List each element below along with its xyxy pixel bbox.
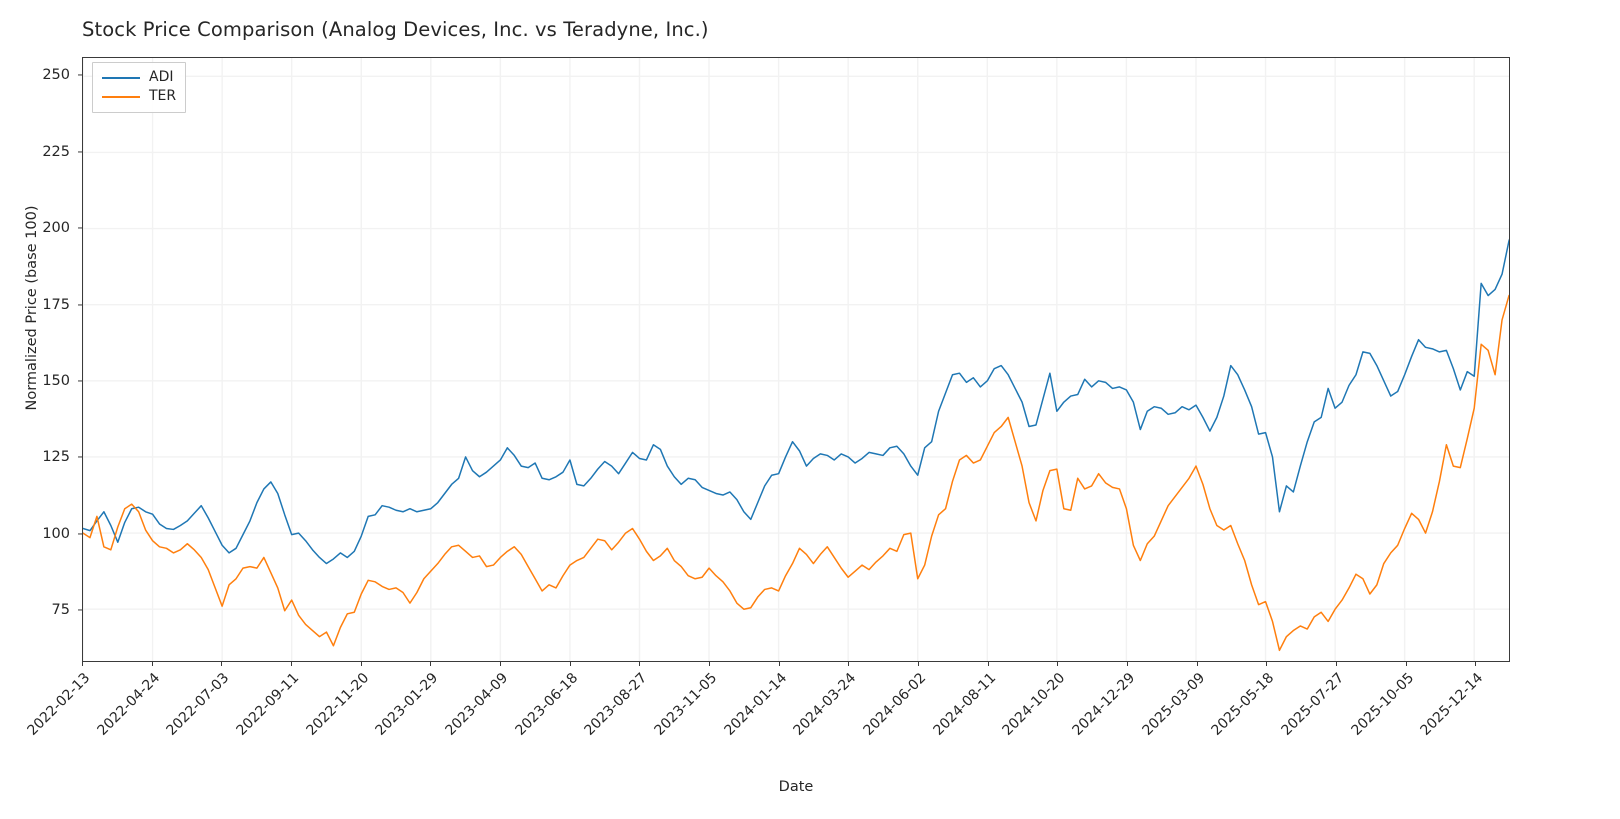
series-line-adi — [83, 221, 1509, 564]
y-tick-mark — [78, 533, 82, 535]
y-tick-label: 150 — [42, 372, 70, 389]
x-tick-mark — [360, 662, 362, 666]
x-tick-label: 2022-02-13 — [24, 670, 94, 739]
x-tick-mark — [1126, 662, 1128, 666]
x-tick-mark — [778, 662, 780, 666]
x-tick-mark — [708, 662, 711, 666]
y-tick-mark — [78, 303, 82, 306]
legend-item-adi: ADI — [102, 68, 176, 87]
x-tick-mark — [1266, 662, 1268, 666]
x-tick-mark — [1405, 662, 1407, 666]
x-tick-mark — [82, 662, 84, 666]
legend-color-swatch — [102, 76, 140, 79]
x-axis-label: Date — [778, 779, 814, 795]
x-tick-mark — [848, 662, 850, 666]
x-tick-mark — [1196, 662, 1198, 666]
x-tick-mark — [569, 662, 571, 666]
plot-area — [82, 57, 1510, 662]
legend-item-ter: TER — [102, 87, 176, 106]
chart-legend: ADI TER — [92, 62, 187, 113]
x-tick-mark — [290, 662, 293, 666]
x-tick-mark — [1335, 662, 1337, 666]
y-tick-mark — [78, 151, 82, 153]
y-tick-mark — [78, 74, 82, 76]
legend-color-swatch — [102, 95, 140, 98]
x-tick-mark — [987, 662, 989, 666]
plot-svg — [83, 58, 1509, 661]
y-tick-mark — [78, 456, 82, 458]
series-line-ter — [83, 75, 1509, 651]
y-tick-label: 100 — [42, 525, 70, 542]
y-tick-mark — [78, 609, 82, 611]
chart-title: Stock Price Comparison (Analog Devices, … — [82, 18, 709, 41]
x-tick-mark — [1057, 662, 1059, 666]
series-lines — [83, 75, 1509, 651]
y-axis-label: Normalized Price (base 100) — [24, 205, 40, 411]
y-tick-mark — [78, 227, 82, 229]
x-tick-mark — [499, 662, 502, 666]
y-tick-mark — [78, 380, 82, 382]
gridlines — [83, 58, 1509, 661]
x-tick-mark — [430, 662, 432, 666]
y-tick-label: 75 — [51, 602, 70, 619]
x-tick-mark — [221, 662, 223, 666]
y-tick-label: 250 — [42, 67, 70, 84]
x-tick-mark — [151, 662, 153, 666]
y-tick-label: 175 — [42, 296, 70, 313]
x-tick-mark — [917, 662, 919, 666]
y-tick-label: 125 — [42, 449, 70, 466]
legend-label: TER — [149, 88, 177, 104]
y-axis-tick-labels: 75 100 125 150 175 200 225 250 — [0, 57, 70, 662]
y-tick-label: 225 — [42, 143, 70, 160]
legend-label: ADI — [149, 69, 174, 85]
y-tick-label: 200 — [42, 220, 70, 237]
x-tick-mark — [639, 662, 641, 666]
x-tick-mark — [1475, 662, 1477, 666]
